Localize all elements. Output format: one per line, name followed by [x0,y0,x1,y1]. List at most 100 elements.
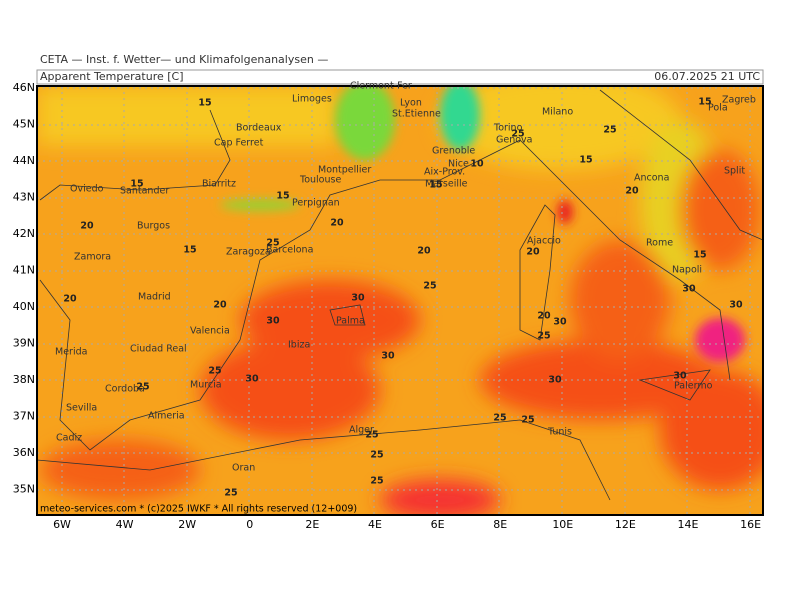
contour-label: 25 [208,366,221,377]
lon-label: 4E [368,518,382,531]
lat-label: 37N [13,410,35,423]
title: Apparent Temperature [C] [40,70,184,83]
contour-label: 30 [673,371,687,382]
contour-label: 20 [213,300,227,311]
lat-label: 40N [13,300,35,313]
city-label: Almeria [148,411,185,422]
lat-label: 36N [13,446,35,459]
contour-label: 15 [698,97,711,108]
city-label: Palma [336,316,365,327]
city-label: Zamora [74,252,111,263]
city-label: Cadiz [56,433,82,444]
source: CETA — Inst. f. Wetter— und Klimafolgena… [40,53,328,66]
city-label: Perpignan [292,198,340,209]
contour-label: 15 [693,250,706,261]
lon-label: 14E [678,518,699,531]
contour-label: 30 [553,317,567,328]
contour-label: 25 [423,281,436,292]
contour-label: 25 [493,413,506,424]
frame [36,85,764,516]
lat-label: 41N [13,264,35,277]
city-label: Biarritz [202,179,236,190]
lon-label: 8E [493,518,507,531]
lat-label: 43N [13,191,35,204]
city-label: Tunis [547,427,572,438]
contour-label: 25 [603,125,616,136]
lon-label: 6W [53,518,71,531]
contour-label: 25 [537,331,550,342]
city-label: Cap Ferret [214,138,264,149]
field [37,86,763,515]
lon-label: 6E [431,518,445,531]
city-label: Ajaccio [527,236,561,247]
city-label: Palermo [674,381,713,392]
lon-label: 2E [305,518,319,531]
contour-label: 25 [136,382,149,393]
city-label: Marseille [425,179,468,190]
city-label: Merida [55,347,87,358]
contour-label: 15 [579,155,592,166]
title-bar [36,69,764,85]
contour-label: 10 [470,159,484,170]
city-label: Sevilla [66,403,97,414]
contour-label: 30 [682,284,696,295]
city-label: Milano [542,107,573,118]
contour-label: 20 [417,246,431,257]
contour-label: 25 [511,129,524,140]
contour-label: 20 [80,221,94,232]
city-label: Napoli [672,265,702,276]
city-label: Santander [120,186,169,197]
contour-label: 30 [548,375,562,386]
city-label: Genova [496,135,532,146]
city-label: Barcelona [266,245,313,256]
city-label: Toulouse [299,175,341,186]
lon-label: 16E [740,518,761,531]
lat-label: 38N [13,373,35,386]
contour-label: 30 [729,300,743,311]
city-label: Oran [232,463,255,474]
lon-label: 4W [116,518,134,531]
city-label: Split [724,166,745,177]
city-label: Zaragoza [226,247,271,258]
contour-label: 25 [224,488,237,499]
city-label: Rome [646,238,673,249]
lat-label: 46N [13,81,35,94]
city-label: Ancona [634,173,669,184]
lat-label: 45N [13,118,35,131]
city-label: Ciudad Real [130,344,187,355]
contour-label: 15 [183,245,196,256]
lat-label: 44N [13,154,35,167]
contour-label: 30 [266,316,280,327]
city-label: Murcia [190,380,222,391]
contour-label: 20 [537,311,551,322]
contour-label: 25 [266,238,279,249]
city-label: Bordeaux [236,123,282,134]
city-label: Limoges [292,94,332,105]
contour-label: 20 [526,247,540,258]
city-label: Clermont-Fer [350,81,412,92]
lat-label: 35N [13,483,35,496]
contour-label: 20 [625,186,639,197]
city-label: Grenoble [432,146,475,157]
contour-label: 30 [245,374,259,385]
contour-label: 25 [370,450,383,461]
city-label: Valencia [190,326,230,337]
footer: meteo-services.com * (c)2025 IWKF * All … [40,504,357,515]
contour-label: 25 [365,430,378,441]
contour-label: 20 [330,218,344,229]
contour-label: 15 [429,180,442,191]
contour-label: 25 [370,476,383,487]
city-label: Zagreb [722,95,756,106]
contour-label: 25 [521,415,534,426]
city-label: Pola [708,103,728,114]
city-label: Madrid [138,292,171,303]
lon-label: 0 [246,518,253,531]
contour-label: 20 [63,294,77,305]
lon-label: 2W [178,518,196,531]
contour-label: 30 [351,293,365,304]
contour-label: 30 [381,351,395,362]
city-label: Aix-Prov. [424,167,465,178]
lat-label: 42N [13,227,35,240]
city-label: Lyon [400,98,422,109]
